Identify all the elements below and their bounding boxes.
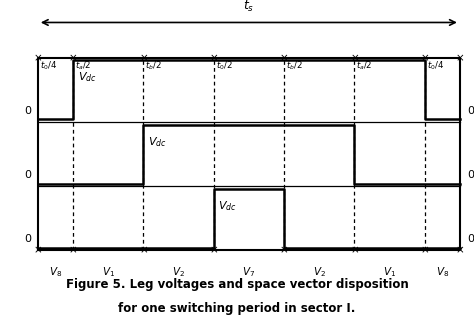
Text: $V_{dc}$: $V_{dc}$ — [78, 71, 97, 84]
Text: $\times$: $\times$ — [209, 53, 219, 63]
Text: $V_2$: $V_2$ — [313, 265, 326, 279]
Text: Figure 5. Leg voltages and space vector disposition: Figure 5. Leg voltages and space vector … — [65, 278, 409, 291]
Text: $t_s$: $t_s$ — [243, 0, 255, 14]
Text: $V_{dc}$: $V_{dc}$ — [148, 135, 167, 149]
Text: $V_2$: $V_2$ — [172, 265, 185, 279]
Text: 0: 0 — [24, 234, 31, 244]
Text: $t_0/4$: $t_0/4$ — [40, 59, 57, 72]
Text: $\times$: $\times$ — [279, 245, 289, 256]
Text: $V_1$: $V_1$ — [102, 265, 115, 279]
Text: $V_8$: $V_8$ — [49, 265, 62, 279]
Text: $\times$: $\times$ — [33, 245, 43, 256]
Text: 0: 0 — [467, 106, 474, 116]
Text: $\times$: $\times$ — [68, 53, 78, 63]
Text: $t_0/4$: $t_0/4$ — [427, 59, 444, 72]
Text: $V_7$: $V_7$ — [242, 265, 255, 279]
Text: $t_0/2$: $t_0/2$ — [216, 59, 232, 72]
Text: $\times$: $\times$ — [455, 53, 465, 63]
Text: 0: 0 — [24, 106, 31, 116]
Text: $\times$: $\times$ — [455, 245, 465, 256]
Text: 0: 0 — [467, 234, 474, 244]
Text: $\times$: $\times$ — [350, 53, 359, 63]
Text: $V_1$: $V_1$ — [383, 265, 396, 279]
Text: $\times$: $\times$ — [420, 245, 429, 256]
Text: $\times$: $\times$ — [420, 53, 429, 63]
Text: $\times$: $\times$ — [33, 53, 43, 63]
Text: $t_b/2$: $t_b/2$ — [286, 59, 302, 72]
Text: 0: 0 — [24, 170, 31, 180]
Text: for one switching period in sector I.: for one switching period in sector I. — [118, 302, 356, 315]
Text: $V_8$: $V_8$ — [436, 265, 449, 279]
Text: $\times$: $\times$ — [350, 245, 359, 256]
Text: 0: 0 — [467, 170, 474, 180]
Text: $V_{dc}$: $V_{dc}$ — [219, 199, 237, 213]
Text: $\times$: $\times$ — [139, 245, 148, 256]
Text: $\times$: $\times$ — [68, 245, 78, 256]
Text: $t_a/2$: $t_a/2$ — [75, 59, 91, 72]
Text: $t_a/2$: $t_a/2$ — [356, 59, 373, 72]
Text: $t_b/2$: $t_b/2$ — [145, 59, 162, 72]
Text: $\times$: $\times$ — [209, 245, 219, 256]
Text: $\times$: $\times$ — [139, 53, 148, 63]
Text: $\times$: $\times$ — [279, 53, 289, 63]
